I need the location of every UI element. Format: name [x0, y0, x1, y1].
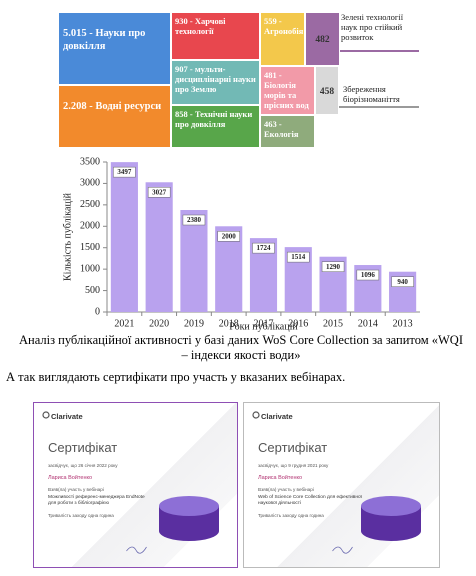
logo: Clarivate	[261, 412, 293, 421]
webinar-title: Можливості референс-менеджера EndNote дл…	[48, 495, 145, 506]
cylinder-top	[361, 496, 421, 516]
value-label: 1096	[361, 271, 376, 279]
value-label-box	[147, 187, 171, 198]
y-tick-label: 0	[95, 306, 100, 317]
y-tick-label: 3000	[80, 178, 100, 189]
y-axis-label: Кількість публікацій	[62, 192, 73, 281]
x-tick-label: 2021	[114, 318, 134, 329]
treemap-box: 458	[315, 66, 339, 115]
treemap-box: 463 - Екологія	[260, 115, 315, 148]
bar	[180, 210, 208, 312]
bar	[110, 162, 138, 312]
value-label: 3497	[117, 168, 132, 176]
treemap-box: 907 - мульти-дисциплінарні науки про Зем…	[171, 60, 260, 105]
recipient-name: Лариса Войтенко	[258, 475, 303, 481]
treemap-box: 858 - Технічні науки про довкілля	[171, 105, 260, 148]
paragraph: А так виглядають сертифікати про участь …	[6, 370, 346, 384]
value-label-box	[287, 251, 310, 263]
certificate-art	[42, 411, 219, 554]
participation: Взяв(ла) участь у вебінарі	[48, 487, 104, 492]
y-tick-label: 1000	[80, 263, 100, 274]
duration: Тривалість заходу одна година	[48, 513, 114, 518]
value-label-box	[356, 269, 380, 281]
x-tick-label: 2019	[184, 318, 204, 329]
x-tick-label: 2015	[323, 318, 343, 329]
certificate: Clarivate Сертифікат засвідчує, що 9 грудн…	[243, 402, 440, 568]
treemap-label: 481 - Біологія морів та прісних вод	[264, 70, 309, 110]
caption: Аналіз публікаційної активності у базі д…	[19, 333, 463, 362]
treemap-label: 907 - мульти-дисциплінарні науки про Зем…	[175, 64, 256, 94]
treemap: 5.015 - Науки про довкілля 2.208 - Водні …	[0, 0, 476, 152]
value-label: 2000	[222, 232, 237, 240]
duration: Тривалість заходу одна година	[258, 513, 324, 518]
treemap-label: 482	[315, 35, 330, 45]
x-tick-label: 2020	[149, 318, 169, 329]
treemap-label: 559 - Агронобія	[264, 16, 304, 36]
certificate-art	[252, 411, 421, 554]
treemap-label: 463 - Екологія	[264, 119, 299, 139]
y-tick-label: 500	[85, 285, 100, 296]
value-label-box	[217, 231, 240, 242]
logo-mark	[252, 411, 260, 419]
y-tick-label: 1500	[80, 242, 100, 253]
logo: Clarivate	[51, 412, 83, 421]
annotation: Збереження біорізноманіття	[343, 84, 400, 104]
bar-chart: 0 500 1000 1500 2000 2500 3000 3500 2021 3497 2020…	[62, 156, 420, 332]
treemap-box: 930 - Харчові технології	[171, 12, 260, 60]
signature	[332, 546, 353, 554]
value-label: 1290	[326, 263, 341, 271]
x-tick-label: 2017	[254, 318, 274, 329]
treemap-label: 2.208 - Водні ресурси	[63, 101, 162, 112]
value-label-box	[321, 261, 345, 272]
treemap-label: 458	[319, 86, 335, 97]
cylinder-body	[159, 506, 219, 541]
y-tick-label: 2000	[80, 221, 100, 232]
participation: Взяв(ла) участь у вебінарі	[258, 487, 314, 492]
value-label: 3027	[152, 188, 167, 196]
y-tick-label: 2500	[80, 199, 100, 210]
recipient-name: Лариса Войтенко	[48, 475, 93, 481]
value-label: 1724	[257, 244, 272, 252]
signature	[126, 546, 147, 554]
treemap-box: 2.208 - Водні ресурси	[58, 85, 171, 148]
annotation-line	[340, 50, 419, 52]
logo-mark	[42, 411, 50, 419]
value-label: 1514	[291, 253, 306, 261]
value-label-box	[252, 242, 275, 254]
value-label: 940	[397, 278, 408, 286]
y-tick-label: 3500	[80, 156, 100, 167]
cylinder-top	[159, 496, 219, 516]
treemap-label: 930 - Харчові технології	[175, 16, 226, 36]
webinar-title: Web of Science Core Collection для ефект…	[258, 495, 363, 506]
date-line: засвідчує, що 9 грудня 2021 року	[258, 463, 329, 468]
x-tick-label: 2013	[393, 318, 413, 329]
value-label: 2380	[187, 216, 202, 224]
annotation-line	[339, 106, 419, 108]
certificate-title: Сертифікат	[48, 440, 118, 455]
x-tick-label: 2016	[288, 318, 308, 329]
x-tick-label: 2018	[219, 318, 239, 329]
value-label-box	[391, 276, 414, 287]
value-label-box	[182, 214, 206, 226]
treemap-label: 858 - Технічні науки про довкілля	[175, 109, 253, 129]
treemap-box: 5.015 - Науки про довкілля	[58, 12, 171, 85]
certificate: Clarivate Сертифікат засвідчує, що 26 січн…	[33, 402, 238, 568]
x-tick-label: 2014	[358, 318, 378, 329]
treemap-box: 481 - Біологія морів та прісних вод	[260, 66, 315, 115]
certificate-title: Сертифікат	[258, 440, 328, 455]
treemap-label: 5.015 - Науки про довкілля	[63, 28, 146, 52]
value-label-box	[113, 166, 136, 178]
x-axis-label: Роки публікацій	[229, 321, 298, 332]
annotation: Зелені технології наук про стійкий розви…	[341, 12, 404, 42]
bar	[145, 182, 173, 312]
treemap-box: 559 - Агронобія	[260, 12, 305, 66]
cylinder-body	[361, 506, 421, 541]
date-line: засвідчує, що 26 січня 2022 року	[48, 463, 118, 468]
treemap-box: 482	[305, 12, 340, 66]
